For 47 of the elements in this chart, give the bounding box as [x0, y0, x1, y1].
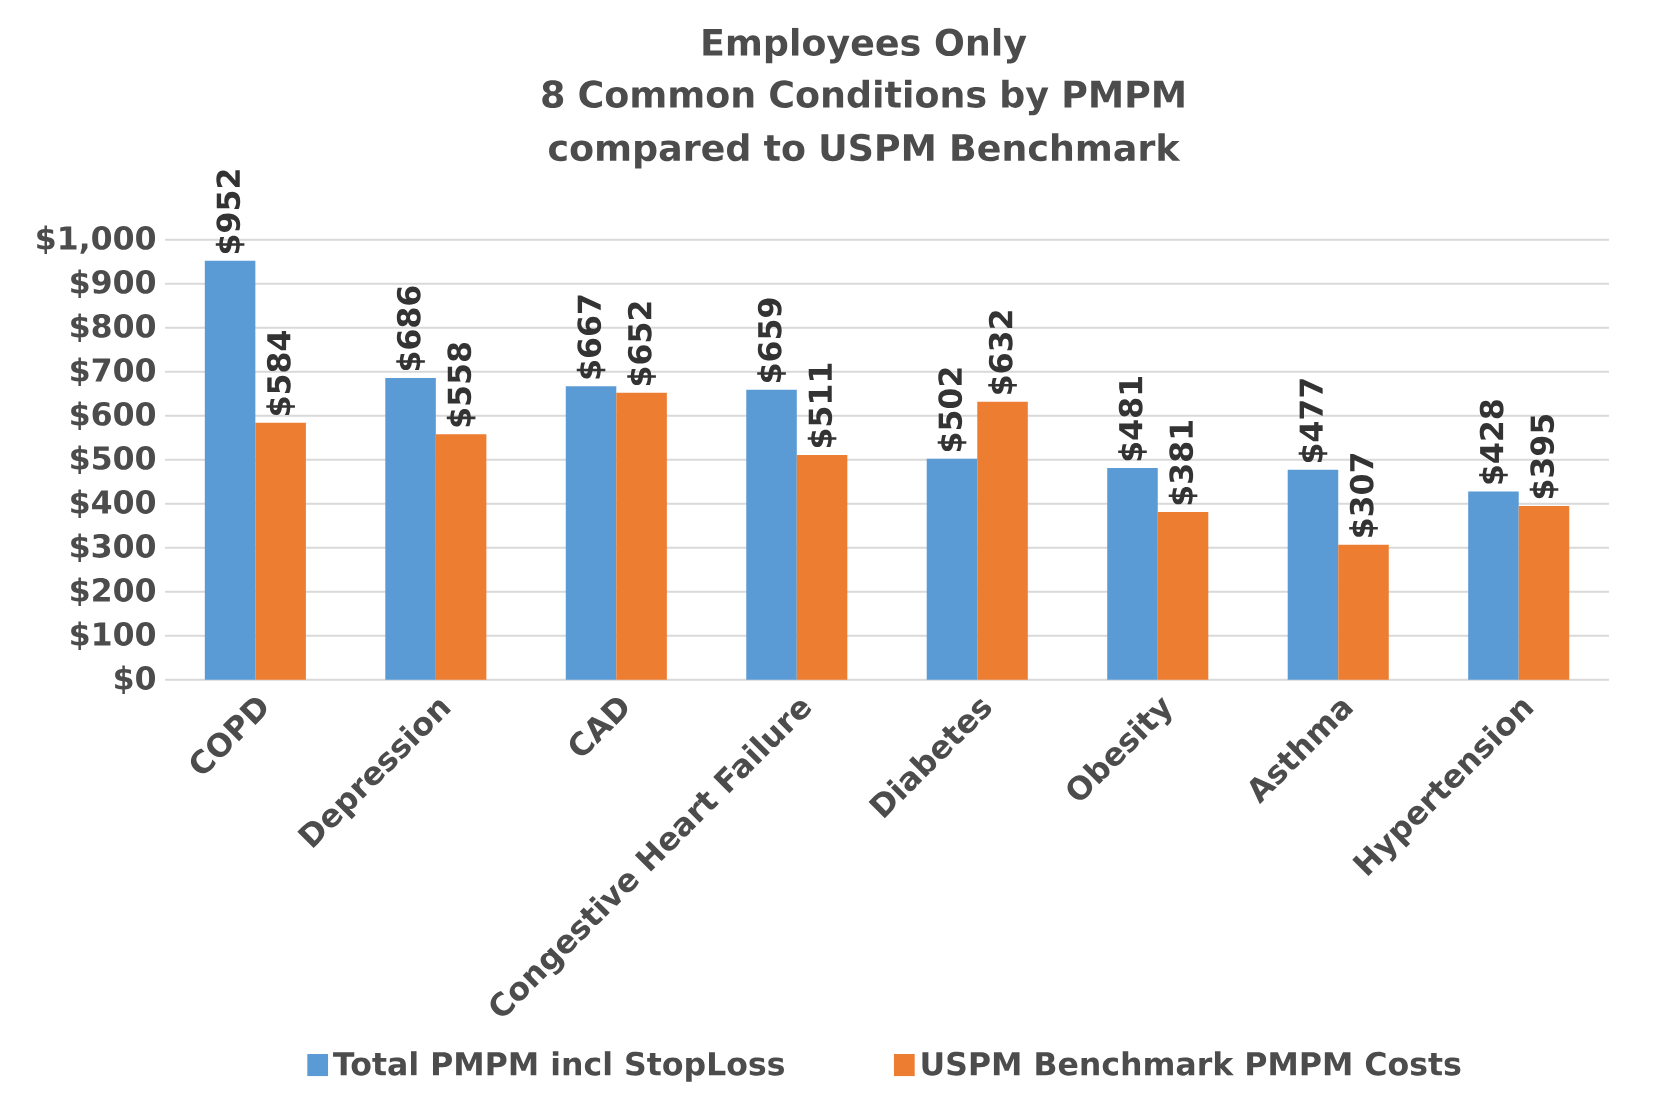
data-label: $477: [1298, 379, 1328, 463]
y-tick-label: $700: [71, 357, 156, 387]
y-tick-label: $400: [71, 489, 156, 519]
data-label: $395: [1529, 414, 1559, 499]
chart-title: Employees Only: [703, 27, 1027, 64]
y-tick-label: $600: [71, 401, 156, 431]
data-label: $686: [396, 286, 425, 371]
data-label: $511: [807, 363, 837, 448]
y-tick-label: $800: [71, 313, 156, 343]
bar: [204, 260, 256, 680]
legend-label: USPM Benchmark PMPM Costs: [922, 1051, 1461, 1076]
data-label: $584: [266, 330, 295, 415]
data-label: $659: [757, 298, 786, 382]
y-tick-label: $500: [71, 445, 156, 475]
bar: [385, 377, 436, 680]
data-label: $632: [988, 311, 1017, 394]
data-label: $652: [627, 302, 656, 386]
bar: [977, 401, 1028, 680]
chart-subtitle: 8 Common Conditions by PMPM compared to USPM Benchmark: [542, 79, 1184, 169]
y-tick-label: $300: [71, 533, 156, 563]
bar: [616, 392, 667, 680]
bar: [926, 458, 978, 680]
y-tick-label: $0: [115, 665, 156, 695]
data-label: $952: [215, 170, 245, 253]
bar: [1107, 468, 1158, 680]
y-tick-label: $200: [71, 577, 156, 607]
y-tick-label: $100: [71, 621, 156, 651]
bar: [1518, 505, 1570, 680]
data-label: $381: [1168, 421, 1198, 505]
bar: [435, 434, 487, 680]
data-label: $428: [1479, 400, 1508, 484]
y-tick-label: $1,000: [37, 225, 156, 255]
bar: [1338, 544, 1389, 680]
y-tick-label: $900: [71, 269, 156, 299]
bar: [796, 454, 848, 680]
legend-label: Total PMPM incl StopLoss: [333, 1051, 784, 1082]
bar: [1468, 491, 1519, 680]
data-label: $481: [1118, 377, 1147, 461]
bar: [565, 386, 617, 680]
data-label: $667: [576, 295, 606, 379]
data-label: $558: [446, 342, 476, 427]
bar: [255, 422, 306, 680]
data-label: $502: [937, 368, 967, 452]
data-label: $307: [1349, 453, 1378, 537]
bar: [1287, 469, 1339, 680]
bar: [746, 389, 797, 680]
bar: [1157, 512, 1209, 680]
